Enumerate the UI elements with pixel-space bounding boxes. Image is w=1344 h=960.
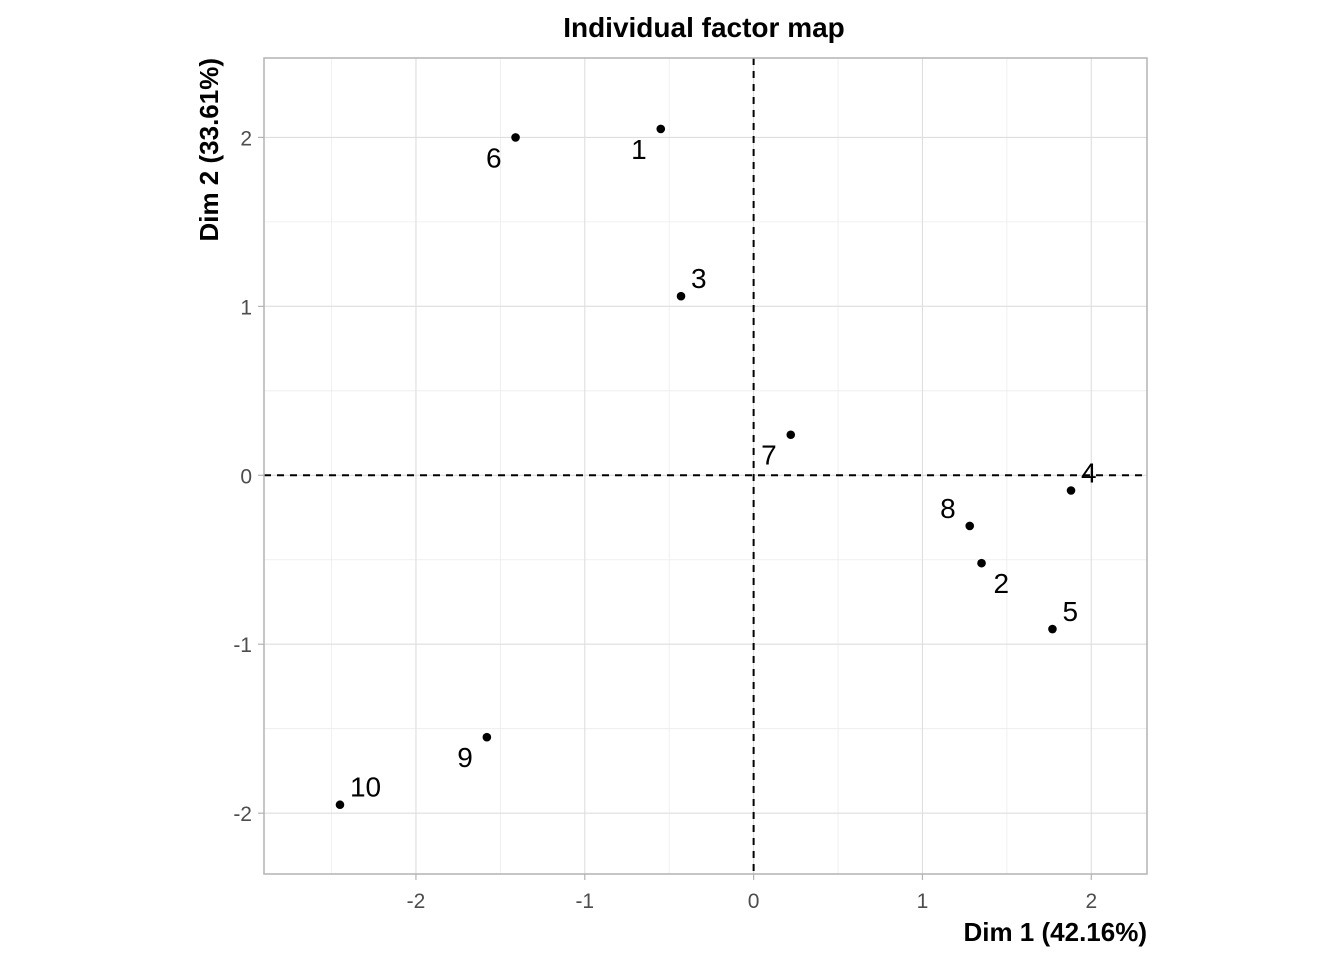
point-label: 9 [457, 742, 473, 773]
reference-lines [264, 58, 1147, 874]
y-tick-label: -2 [233, 803, 252, 826]
x-tick-label: 2 [1085, 890, 1097, 913]
point-label: 5 [1062, 596, 1078, 627]
y-tick-label: 1 [240, 296, 252, 319]
y-axis-title: Dim 2 (33.61%) [194, 58, 224, 242]
data-point [977, 558, 986, 568]
point-label: 1 [631, 134, 647, 165]
data-point [1048, 624, 1057, 634]
data-point [1066, 486, 1076, 495]
point-label: 6 [486, 142, 502, 173]
y-tick-label: 0 [240, 465, 252, 488]
x-tick-label: -2 [407, 890, 426, 913]
point-label: 10 [350, 772, 381, 803]
data-point [482, 732, 492, 742]
data-point [676, 291, 686, 301]
point-label: 4 [1081, 457, 1097, 488]
x-tick-label: 0 [748, 890, 760, 913]
x-tick-label: -1 [575, 890, 594, 913]
y-tick-label: 2 [240, 127, 252, 150]
data-point [656, 124, 666, 134]
point-label: 8 [940, 493, 956, 524]
points: 1 2 3 4 5 6 7 8 9 10 [335, 124, 1097, 810]
point-label: 7 [761, 440, 777, 471]
point-label: 2 [994, 568, 1010, 599]
panel-border [263, 57, 1148, 875]
chart-title: Individual factor map [563, 12, 845, 43]
data-point [335, 800, 345, 810]
data-point [965, 521, 975, 531]
y-tick-label: -1 [233, 634, 252, 657]
grid [264, 58, 1147, 874]
data-point [511, 133, 520, 142]
point-label: 3 [691, 263, 707, 294]
x-axis-title: Dim 1 (42.16%) [963, 917, 1147, 947]
axes: -2 -1 0 1 2 -2 -1 0 1 2 [233, 57, 1148, 913]
x-tick-label: 1 [917, 890, 929, 913]
data-point [786, 430, 796, 440]
